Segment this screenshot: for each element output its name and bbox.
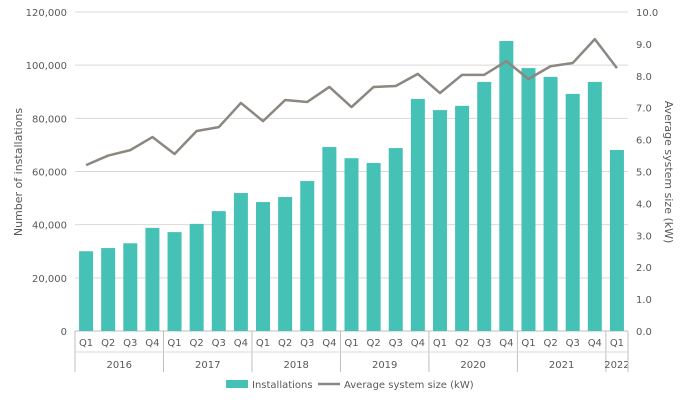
x-tick-label: Q2 xyxy=(543,338,557,349)
y2-tick-label: 0.0 xyxy=(636,327,652,338)
y2-tick-label: 3.0 xyxy=(636,231,652,242)
x-tick-label: Q1 xyxy=(167,338,181,349)
y-tick-label: 60,000 xyxy=(32,168,67,179)
x-tick-label: Q3 xyxy=(477,338,491,349)
y2-tick-label: 6.0 xyxy=(636,136,652,147)
bar-installations xyxy=(477,81,492,331)
bar-installations xyxy=(101,248,116,331)
x-tick-label: Q3 xyxy=(212,338,226,349)
x-tick-label: Q4 xyxy=(499,338,513,349)
y-tick-label: 20,000 xyxy=(32,274,67,285)
bar-installations xyxy=(211,211,226,331)
bar-installations xyxy=(344,158,359,331)
x-tick-label: Q2 xyxy=(278,338,292,349)
x-tick-label: Q3 xyxy=(566,338,580,349)
bar-installations xyxy=(300,181,315,331)
bar-installations xyxy=(609,149,624,331)
year-label: 2016 xyxy=(107,360,132,371)
x-tick-label: Q1 xyxy=(256,338,270,349)
year-label: 2021 xyxy=(549,360,574,371)
x-tick-label: Q4 xyxy=(322,338,336,349)
line-avg-system-size xyxy=(85,37,618,167)
year-label: 2022 xyxy=(604,360,629,371)
x-tick-label: Q3 xyxy=(300,338,314,349)
y2-tick-label: 9.0 xyxy=(636,40,652,51)
y2-tick-label: 5.0 xyxy=(636,168,652,179)
year-label: 2018 xyxy=(283,360,308,371)
bar-installations xyxy=(233,193,248,331)
y2-tick-label: 8.0 xyxy=(636,72,652,83)
year-label: 2020 xyxy=(460,360,485,371)
year-label: 2017 xyxy=(195,360,220,371)
x-tick-label: Q1 xyxy=(79,338,93,349)
bar-installations xyxy=(521,68,536,332)
bar-installations xyxy=(123,243,138,331)
year-label: 2019 xyxy=(372,360,397,371)
y2-tick-label: 2.0 xyxy=(636,263,652,274)
y2-axis-label: Average system size (kW) xyxy=(662,101,675,244)
y-tick-label: 80,000 xyxy=(32,114,67,125)
legend-label-installations: Installations xyxy=(252,380,313,391)
bar-installations xyxy=(587,81,602,331)
x-tick-label: Q4 xyxy=(411,338,425,349)
x-tick-label: Q3 xyxy=(389,338,403,349)
bar-installations xyxy=(189,223,204,331)
x-tick-label: Q2 xyxy=(367,338,381,349)
bar-installations xyxy=(278,197,293,331)
bar-installations xyxy=(322,147,337,331)
bar-installations xyxy=(543,76,558,331)
x-tick-label: Q1 xyxy=(610,338,624,349)
y2-tick-label: 10.0 xyxy=(636,8,658,19)
legend-label-avg-size: Average system size (kW) xyxy=(344,380,474,391)
x-tick-label: Q3 xyxy=(123,338,137,349)
y2-tick-label: 4.0 xyxy=(636,199,652,210)
bar-installations xyxy=(256,202,271,331)
bar-installations xyxy=(432,110,447,331)
x-tick-label: Q1 xyxy=(521,338,535,349)
bar-installations xyxy=(410,98,425,332)
y-tick-label: 120,000 xyxy=(26,8,67,19)
bar-installations xyxy=(79,251,94,331)
bar-installations xyxy=(366,162,381,331)
bar-installations xyxy=(565,93,580,331)
y-tick-label: 0 xyxy=(61,327,67,338)
x-tick-label: Q4 xyxy=(234,338,248,349)
legend-swatch-installations xyxy=(226,380,248,388)
x-tick-label: Q1 xyxy=(344,338,358,349)
bar-installations xyxy=(455,105,470,331)
bar-installations xyxy=(145,227,160,331)
y-tick-label: 40,000 xyxy=(32,221,67,232)
x-tick-label: Q2 xyxy=(455,338,469,349)
x-tick-label: Q1 xyxy=(433,338,447,349)
y2-tick-label: 1.0 xyxy=(636,295,652,306)
y-tick-label: 100,000 xyxy=(26,61,67,72)
x-tick-label: Q4 xyxy=(588,338,602,349)
legend: Installations Average system size (kW) xyxy=(226,380,474,391)
bar-installations xyxy=(388,148,403,331)
x-tick-label: Q2 xyxy=(101,338,115,349)
bar-installations xyxy=(499,40,514,332)
y-axis-label: Number of installations xyxy=(12,108,25,237)
x-tick-label: Q2 xyxy=(190,338,204,349)
bar-installations xyxy=(167,232,182,331)
y2-tick-label: 7.0 xyxy=(636,104,652,115)
x-tick-label: Q4 xyxy=(145,338,159,349)
